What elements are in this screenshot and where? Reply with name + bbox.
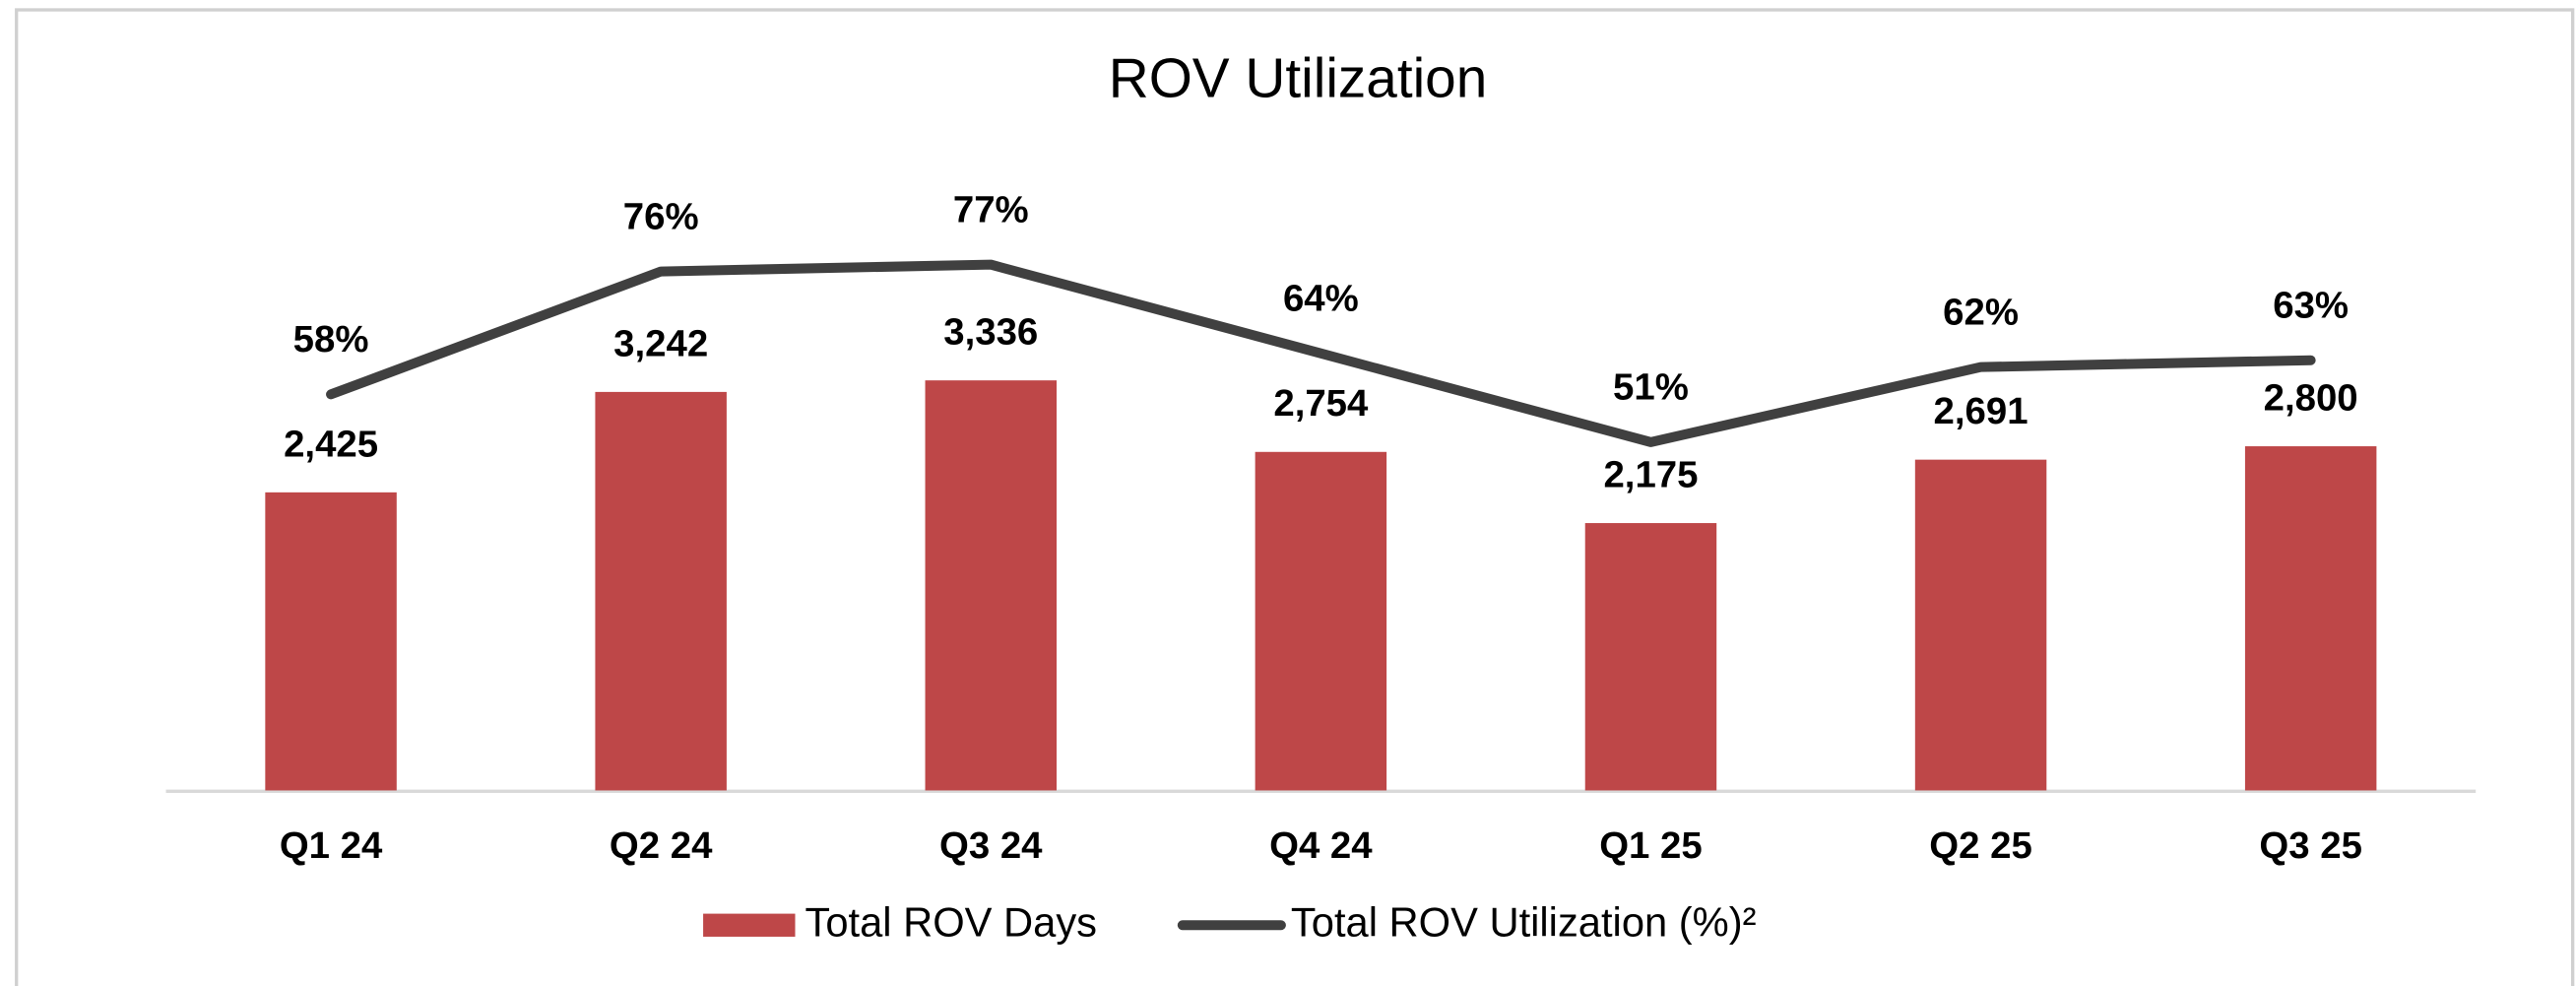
bar xyxy=(1584,523,1717,791)
bar-value-label: 2,691 xyxy=(1934,390,2029,432)
legend-swatch xyxy=(703,913,796,937)
x-tick-label: Q4 24 xyxy=(1269,824,1373,867)
line xyxy=(326,259,2316,447)
bar-value-label: 2,754 xyxy=(1273,382,1369,425)
x-tick-label: Q2 24 xyxy=(610,824,713,867)
line-value-label: 63% xyxy=(2273,284,2349,326)
x-tick-label: Q2 25 xyxy=(1929,824,2032,867)
bar-value-label: 2,425 xyxy=(284,423,378,465)
bar-value-label: 2,175 xyxy=(1603,453,1698,495)
x-tick-label: Q3 24 xyxy=(939,824,1043,867)
bar xyxy=(925,380,1058,791)
bar xyxy=(2244,446,2377,791)
line-value-label: 58% xyxy=(293,318,369,361)
x-tick-label: Q3 25 xyxy=(2259,824,2362,867)
bar xyxy=(265,492,397,791)
bar xyxy=(1914,459,2047,791)
bar-value-label: 2,800 xyxy=(2264,376,2358,419)
bar-value-label: 3,242 xyxy=(613,322,708,364)
x-tick-label: Q1 24 xyxy=(280,824,383,867)
line-value-label: 76% xyxy=(623,195,699,237)
line-value-label: 62% xyxy=(1943,291,2019,333)
x-tick-label: Q1 25 xyxy=(1599,824,1703,867)
line-value-label: 77% xyxy=(953,188,1029,230)
chart-title: ROV Utilization xyxy=(1109,47,1488,109)
bar xyxy=(1255,451,1387,791)
line-value-label: 64% xyxy=(1283,278,1359,320)
line-value-label: 51% xyxy=(1613,366,1689,409)
bar xyxy=(595,391,727,791)
bar-value-label: 3,336 xyxy=(943,311,1038,354)
legend-label: Total ROV Utilization (%)² xyxy=(1291,898,1757,945)
legend-label: Total ROV Days xyxy=(805,898,1098,945)
